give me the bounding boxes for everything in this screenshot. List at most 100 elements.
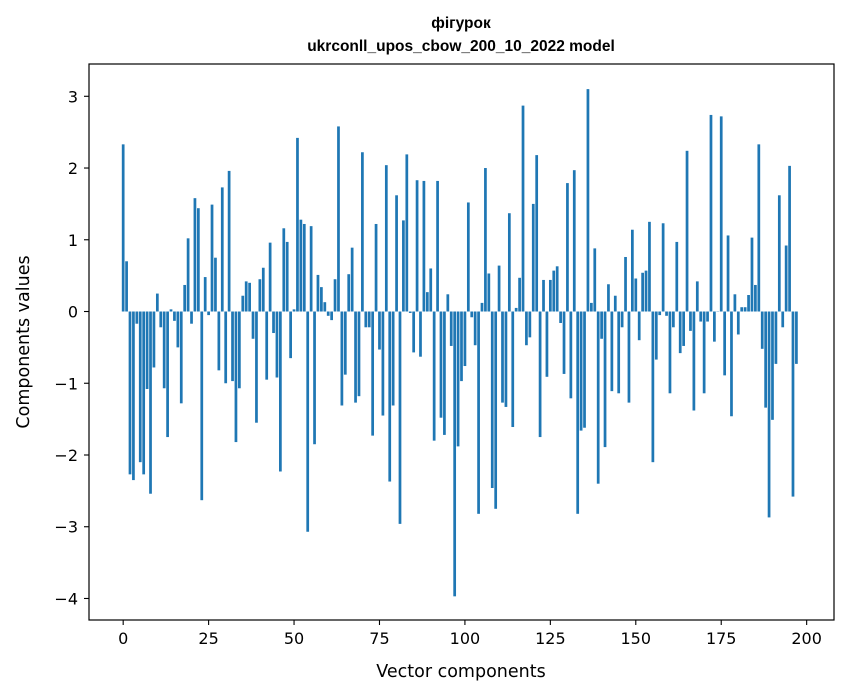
bar-54 [306, 311, 310, 532]
bar-80 [395, 195, 398, 312]
bar-125 [548, 279, 552, 312]
bar-146 [620, 311, 624, 328]
bar-136 [586, 89, 590, 312]
bar-128 [559, 311, 562, 323]
bar-194 [784, 245, 788, 312]
bar-66 [347, 274, 351, 312]
x-tick-label: 200 [791, 629, 822, 648]
bar-81 [398, 311, 402, 524]
bar-83 [405, 154, 409, 312]
bar-31 [227, 170, 231, 312]
bar-183 [747, 295, 750, 312]
bar-172 [709, 114, 713, 312]
bar-39 [255, 311, 258, 423]
bar-47 [282, 228, 286, 312]
bar-56 [313, 311, 316, 445]
bar-190 [771, 311, 774, 420]
bar-14 [169, 309, 173, 312]
bar-28 [217, 311, 221, 371]
bar-126 [552, 270, 556, 312]
bar-96 [449, 311, 453, 346]
bar-52 [299, 219, 303, 312]
bar-46 [279, 311, 282, 472]
bar-192 [777, 195, 781, 312]
y-tick-label: 2 [68, 159, 78, 178]
bar-131 [569, 311, 573, 399]
bar-134 [579, 311, 583, 431]
bar-57 [316, 274, 320, 312]
bar-164 [682, 311, 685, 346]
y-axis-label: Components values [14, 255, 34, 428]
bar-110 [497, 265, 501, 312]
bar-188 [764, 311, 768, 408]
bar-44 [272, 311, 275, 334]
bar-132 [572, 170, 576, 312]
x-tick-label: 175 [706, 629, 737, 648]
bar-79 [391, 311, 395, 406]
bar-163 [678, 311, 682, 354]
bar-55 [309, 226, 313, 312]
bar-98 [456, 311, 460, 447]
bar-53 [302, 223, 306, 312]
bar-166 [689, 311, 692, 331]
bar-168 [695, 281, 699, 312]
plot-frame [88, 63, 835, 621]
bar-181 [740, 307, 744, 312]
bar-175 [719, 116, 723, 312]
bar-41 [261, 267, 265, 312]
bar-129 [562, 311, 566, 374]
bar-138 [593, 248, 597, 312]
bar-118 [525, 311, 528, 346]
bar-86 [415, 180, 419, 312]
bar-122 [538, 311, 542, 438]
bar-85 [412, 311, 416, 353]
bar-179 [733, 294, 737, 312]
bar-167 [692, 311, 696, 411]
x-tick-label: 125 [535, 629, 566, 648]
bar-32 [231, 311, 234, 382]
bar-102 [470, 311, 474, 318]
bar-67 [350, 247, 354, 312]
bar-65 [343, 311, 347, 375]
x-tick-label: 50 [284, 629, 304, 648]
bar-149 [631, 229, 634, 312]
bar-103 [473, 311, 477, 346]
bar-133 [576, 311, 580, 514]
y-tick-label: 1 [68, 231, 78, 250]
bar-92 [436, 180, 439, 312]
bar-84 [408, 311, 412, 313]
bar-12 [162, 311, 166, 389]
x-tick-label: 25 [198, 629, 218, 648]
bar-33 [234, 311, 238, 443]
bar-70 [361, 152, 364, 312]
bar-58 [320, 287, 323, 312]
bar-50 [292, 309, 296, 312]
bar-2 [128, 311, 132, 475]
bar-75 [378, 311, 381, 350]
bar-113 [507, 213, 511, 312]
bar-115 [514, 307, 518, 312]
chart-title-group: фігурок ukrconll_upos_cbow_200_10_2022 m… [307, 15, 615, 55]
bar-158 [661, 223, 665, 312]
bar-178 [730, 311, 733, 417]
bar-135 [583, 311, 586, 428]
bar-25 [207, 311, 210, 316]
bar-141 [603, 311, 607, 448]
bar-154 [648, 221, 651, 312]
bar-171 [706, 311, 709, 322]
bar-180 [736, 311, 740, 335]
bar-156 [654, 311, 658, 360]
bar-109 [494, 311, 498, 509]
bar-76 [381, 311, 385, 416]
bar-30 [224, 311, 228, 384]
bar-49 [289, 311, 292, 359]
bar-116 [518, 277, 521, 312]
bar-117 [521, 105, 525, 312]
bar-93 [439, 311, 443, 418]
bar-64 [340, 311, 344, 406]
bar-6 [142, 311, 146, 475]
bar-197 [795, 311, 798, 364]
bar-45 [275, 311, 279, 378]
bar-68 [354, 311, 357, 403]
bar-0 [121, 144, 125, 312]
